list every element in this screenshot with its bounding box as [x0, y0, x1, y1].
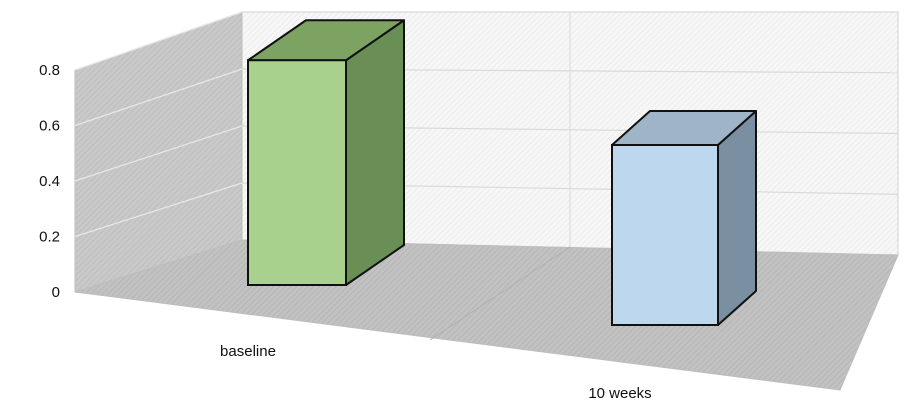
bar-front-face	[611, 144, 719, 326]
y-tick-label: 0.8	[39, 62, 60, 79]
bar-side-face	[345, 19, 405, 286]
bars	[247, 19, 757, 326]
floor	[74, 239, 899, 391]
gridline-left	[74, 68, 243, 127]
y-tick-label: 0.4	[39, 173, 60, 190]
y-tick-label: 0.6	[39, 118, 60, 135]
gridline-left	[74, 11, 243, 71]
y-tick-label: 0.2	[39, 229, 60, 246]
y-axis-ticks: 0 0.2 0.4 0.6 0.8	[39, 62, 60, 301]
y-tick-label: 0	[52, 284, 60, 301]
bar-front-face	[247, 59, 347, 286]
x-category-label: baseline	[220, 343, 276, 360]
bar-1	[247, 19, 405, 286]
x-category-label: 10 weeks	[588, 385, 651, 402]
x-axis-categories: baseline 10 weeks	[220, 343, 652, 402]
chart-walls	[74, 11, 899, 391]
floor-divider	[429, 246, 571, 341]
bar-side-face	[717, 110, 757, 326]
bar-2	[611, 110, 757, 326]
gridline-left	[74, 182, 243, 238]
gridline-left	[74, 125, 243, 182]
